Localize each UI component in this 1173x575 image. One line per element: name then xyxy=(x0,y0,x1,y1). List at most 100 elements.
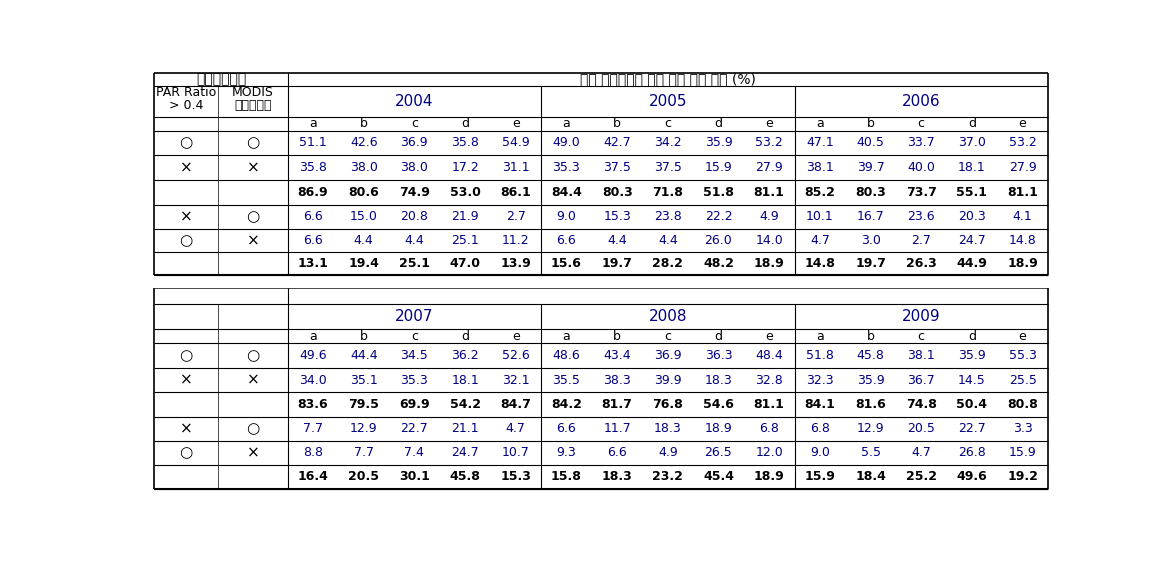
Text: 19.4: 19.4 xyxy=(348,257,379,270)
Text: 54.6: 54.6 xyxy=(703,398,734,411)
Text: 37.5: 37.5 xyxy=(653,161,682,174)
Text: 40.0: 40.0 xyxy=(907,161,935,174)
Text: 48.4: 48.4 xyxy=(755,349,784,362)
Text: 4.4: 4.4 xyxy=(658,234,678,247)
Text: 17.2: 17.2 xyxy=(452,161,479,174)
Text: 8.8: 8.8 xyxy=(303,446,323,459)
Text: ○: ○ xyxy=(246,348,259,363)
Text: 40.5: 40.5 xyxy=(856,136,884,150)
Text: a: a xyxy=(816,329,823,343)
Text: 73.7: 73.7 xyxy=(906,186,937,199)
Text: d: d xyxy=(968,117,976,130)
Text: 2009: 2009 xyxy=(902,309,941,324)
Text: 4.7: 4.7 xyxy=(809,234,829,247)
Text: 6.6: 6.6 xyxy=(303,234,323,247)
Text: 11.7: 11.7 xyxy=(603,423,631,435)
Text: 51.8: 51.8 xyxy=(703,186,734,199)
Text: 51.8: 51.8 xyxy=(806,349,834,362)
Text: 84.7: 84.7 xyxy=(501,398,531,411)
Text: 10.1: 10.1 xyxy=(806,210,834,223)
Text: 39.7: 39.7 xyxy=(856,161,884,174)
Text: 9.3: 9.3 xyxy=(556,446,576,459)
Text: 6.6: 6.6 xyxy=(556,234,576,247)
Text: 12.9: 12.9 xyxy=(350,423,378,435)
Text: ×: × xyxy=(179,160,192,175)
Text: 35.3: 35.3 xyxy=(552,161,581,174)
Text: 18.9: 18.9 xyxy=(754,257,785,270)
Text: 14.0: 14.0 xyxy=(755,234,784,247)
Text: 84.4: 84.4 xyxy=(551,186,582,199)
Text: 18.3: 18.3 xyxy=(602,470,632,483)
Text: 18.9: 18.9 xyxy=(705,423,732,435)
Text: e: e xyxy=(511,329,520,343)
Text: 4.9: 4.9 xyxy=(658,446,678,459)
Text: ×: × xyxy=(179,209,192,224)
Text: 44.4: 44.4 xyxy=(350,349,378,362)
Text: 20.3: 20.3 xyxy=(958,210,985,223)
Text: 74.8: 74.8 xyxy=(906,398,937,411)
Text: 80.3: 80.3 xyxy=(602,186,632,199)
Text: 81.7: 81.7 xyxy=(602,398,632,411)
Text: 80.8: 80.8 xyxy=(1008,398,1038,411)
Text: c: c xyxy=(664,329,671,343)
Text: 35.1: 35.1 xyxy=(350,374,378,386)
Text: c: c xyxy=(917,329,924,343)
Text: 45.8: 45.8 xyxy=(856,349,884,362)
Text: 27.9: 27.9 xyxy=(1009,161,1037,174)
Text: ×: × xyxy=(246,446,259,461)
Text: 19.2: 19.2 xyxy=(1008,470,1038,483)
Text: 35.8: 35.8 xyxy=(452,136,479,150)
Text: 49.6: 49.6 xyxy=(956,470,988,483)
Text: 44.9: 44.9 xyxy=(956,257,988,270)
Text: 55.1: 55.1 xyxy=(956,186,988,199)
Text: 30.1: 30.1 xyxy=(399,470,429,483)
Text: 28.2: 28.2 xyxy=(652,257,683,270)
Text: 25.1: 25.1 xyxy=(399,257,429,270)
Text: 18.3: 18.3 xyxy=(653,423,682,435)
Text: 45.4: 45.4 xyxy=(703,470,734,483)
Text: 85.2: 85.2 xyxy=(805,186,835,199)
Text: 49.6: 49.6 xyxy=(299,349,327,362)
Text: 35.5: 35.5 xyxy=(552,374,581,386)
Text: 38.0: 38.0 xyxy=(350,161,378,174)
Text: PAR Ratio: PAR Ratio xyxy=(156,86,216,98)
Text: 37.0: 37.0 xyxy=(958,136,985,150)
Text: 80.6: 80.6 xyxy=(348,186,379,199)
Text: 36.2: 36.2 xyxy=(452,349,479,362)
Text: 51.1: 51.1 xyxy=(299,136,327,150)
Text: ○: ○ xyxy=(179,348,192,363)
Text: 81.6: 81.6 xyxy=(855,398,886,411)
Text: 6.8: 6.8 xyxy=(759,423,779,435)
Text: 26.0: 26.0 xyxy=(705,234,732,247)
Text: 15.3: 15.3 xyxy=(501,470,531,483)
Text: 20.8: 20.8 xyxy=(400,210,428,223)
Text: 2.7: 2.7 xyxy=(506,210,526,223)
Text: 6.6: 6.6 xyxy=(556,423,576,435)
Text: 15.0: 15.0 xyxy=(350,210,378,223)
Text: c: c xyxy=(411,117,418,130)
Text: 52.6: 52.6 xyxy=(502,349,530,362)
Text: a: a xyxy=(563,329,570,343)
Text: c: c xyxy=(664,117,671,130)
Text: c: c xyxy=(917,117,924,130)
Text: 47.1: 47.1 xyxy=(806,136,834,150)
Text: 23.6: 23.6 xyxy=(908,210,935,223)
Text: 13.1: 13.1 xyxy=(298,257,328,270)
Text: 34.5: 34.5 xyxy=(400,349,428,362)
Text: 4.7: 4.7 xyxy=(911,446,931,459)
Text: 20.5: 20.5 xyxy=(907,423,935,435)
Text: 49.0: 49.0 xyxy=(552,136,581,150)
Text: 7.7: 7.7 xyxy=(303,423,323,435)
Text: 43.4: 43.4 xyxy=(603,349,631,362)
Text: 15.9: 15.9 xyxy=(705,161,732,174)
Text: 38.1: 38.1 xyxy=(908,349,935,362)
Text: 22.7: 22.7 xyxy=(400,423,428,435)
Text: 21.1: 21.1 xyxy=(452,423,479,435)
Text: 18.1: 18.1 xyxy=(958,161,985,174)
Text: 81.1: 81.1 xyxy=(1008,186,1038,199)
Text: 7.4: 7.4 xyxy=(405,446,425,459)
Text: e: e xyxy=(765,117,773,130)
Text: 48.6: 48.6 xyxy=(552,349,581,362)
Text: a: a xyxy=(310,117,317,130)
Text: 3.3: 3.3 xyxy=(1012,423,1032,435)
